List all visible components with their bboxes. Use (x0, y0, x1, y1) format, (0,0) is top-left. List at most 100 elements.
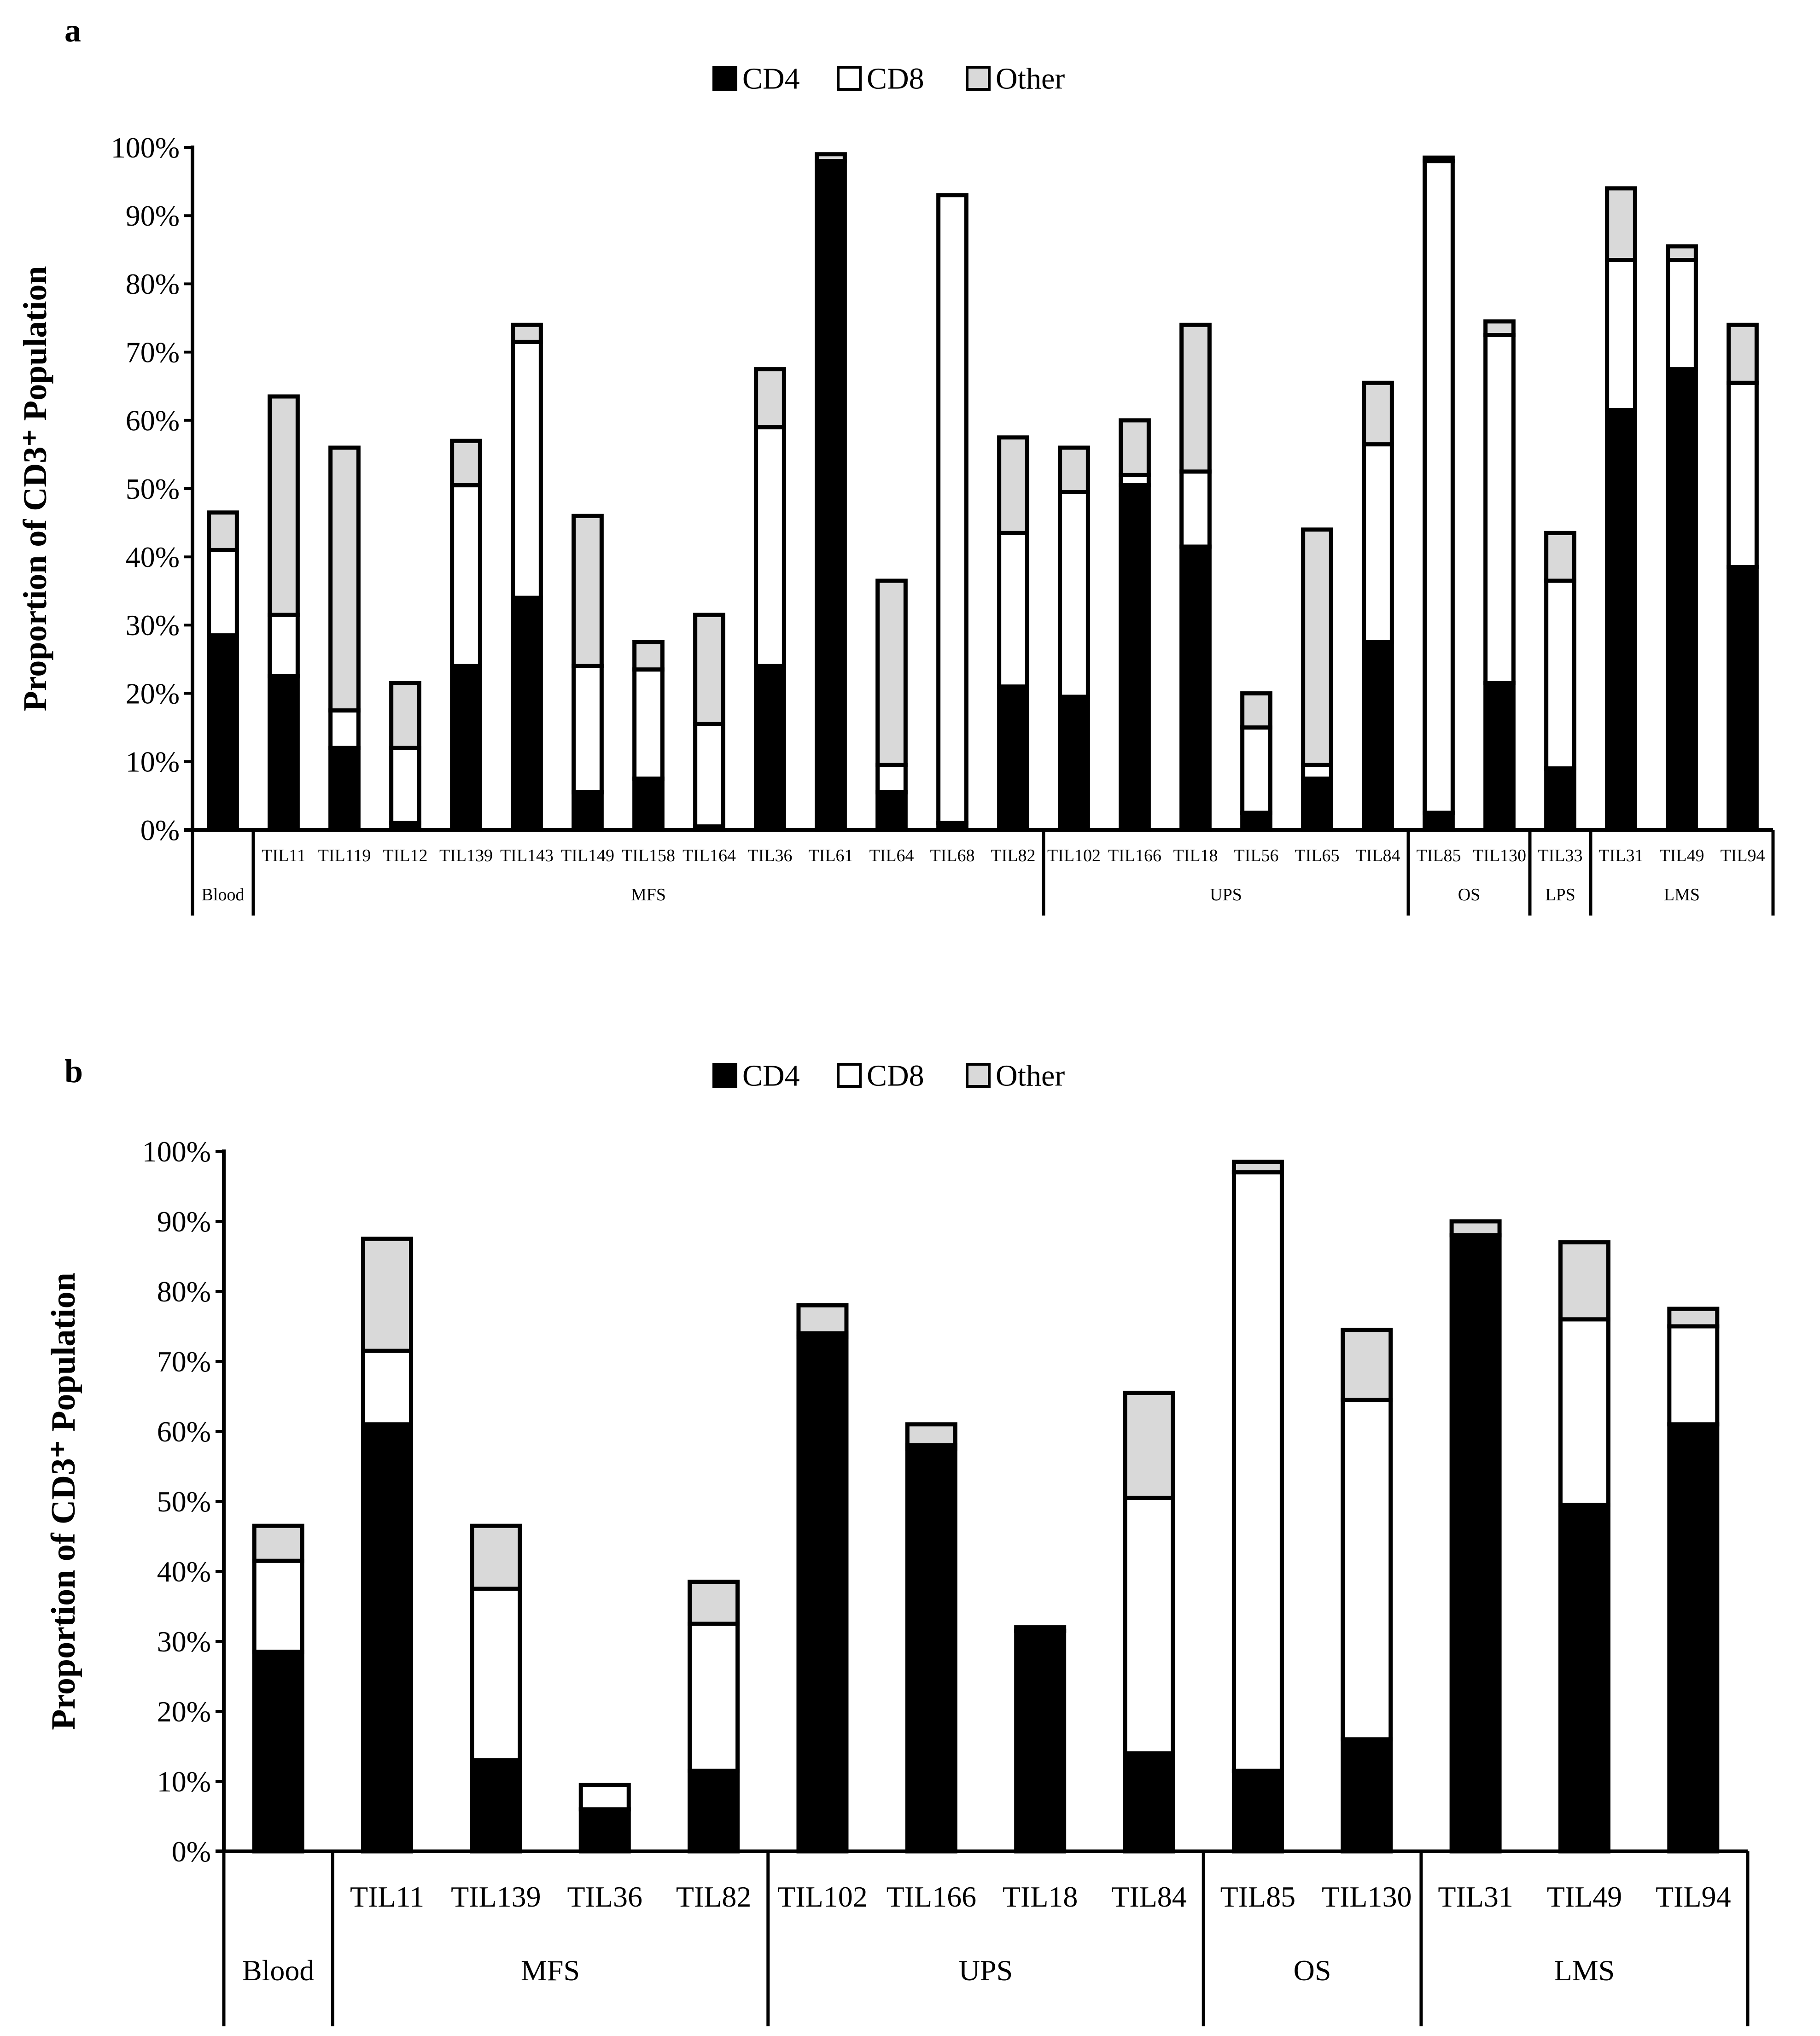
bar-cd8-til36 (754, 425, 786, 668)
bar-other-til56 (1240, 691, 1272, 730)
x-tick-label: TIL139 (451, 1880, 541, 1913)
bar-cd4-til18 (1179, 544, 1212, 832)
group-label-mfs: MFS (521, 1954, 580, 1987)
x-tick-label: TIL143 (500, 846, 554, 865)
x-tick-label: TIL12 (383, 846, 427, 865)
bar-cd4-til61 (815, 159, 847, 832)
legend-label-cd8: CD8 (867, 62, 924, 95)
bar-other-til143 (511, 322, 543, 344)
x-tick-label: TIL18 (1003, 1880, 1078, 1913)
legend: CD4 CD8 Other (712, 62, 1065, 95)
x-tick-label: TIL164 (682, 846, 736, 865)
bar-cd8-blood (207, 548, 239, 638)
y-tick-label: 90% (126, 199, 180, 232)
bar-cd4-til11 (268, 674, 300, 832)
x-groups: Blood MFS UPS OS LMS (222, 1851, 1750, 2026)
bar-cd8-til33 (1544, 578, 1576, 771)
y-axis: 0% 10% 20% 30% 40% 50% 60% 70% 80% 90% 100% (111, 131, 194, 846)
x-tick-label: TIL84 (1111, 1880, 1187, 1913)
group-label-lps: LPS (1545, 885, 1575, 904)
bar-other-til94 (1667, 1307, 1720, 1329)
bar-cd8-til158 (632, 667, 665, 781)
bar-cd8-til31 (1605, 258, 1637, 413)
bar-cd4-til130 (1341, 1737, 1393, 1854)
bar-cd4-til158 (632, 776, 665, 832)
bar-cd8-til143 (511, 339, 543, 600)
bar-cd4-til85 (1423, 811, 1455, 832)
bar-other-til119 (328, 445, 361, 713)
bar-other-blood (207, 510, 239, 552)
bar-cd8-til94 (1727, 380, 1759, 569)
bar-cd4-til11 (361, 1422, 414, 1854)
y-tick-label: 70% (126, 336, 180, 368)
y-tick-label: 30% (157, 1625, 211, 1658)
bar-cd8-til139 (470, 1587, 522, 1762)
bar-cd8-til130 (1341, 1398, 1393, 1742)
panel-a: a CD4 CD8 Other 0% 10% 20% 30% 40% 50% 60% 70% 80% 90… (17, 12, 1775, 916)
bar-cd4-til94 (1667, 1422, 1720, 1854)
bar-cd8-til149 (572, 664, 604, 794)
legend-label-other: Other (996, 1059, 1065, 1092)
y-tick-label: 40% (157, 1555, 211, 1588)
bar-cd4-til166 (905, 1447, 957, 1854)
bar-other-til18 (1179, 322, 1212, 474)
bar-other-til158 (632, 640, 665, 672)
bar-cd4-til36 (754, 664, 786, 832)
x-tick-label: TIL36 (747, 846, 792, 865)
x-tick-label: TIL85 (1220, 1880, 1296, 1913)
y-tick-label: 0% (172, 1835, 211, 1868)
legend-swatch-other (966, 1063, 991, 1088)
bar-cd8-til119 (328, 708, 361, 750)
x-tick-label: TIL11 (262, 846, 306, 865)
x-tick-label: TIL149 (561, 846, 614, 865)
bar-cd8-til82 (688, 1622, 740, 1773)
group-label-os: OS (1294, 1954, 1331, 1987)
bar-cd4-til31 (1605, 408, 1637, 832)
group-label-mfs: MFS (631, 885, 666, 904)
bar-other-til18 (1014, 1625, 1067, 1633)
bar-cd8-til82 (997, 531, 1029, 689)
bar-cd4-til49 (1666, 367, 1698, 832)
legend-label-cd8: CD8 (867, 1059, 924, 1092)
x-tick-label: TIL130 (1473, 846, 1526, 865)
y-tick-label: 70% (157, 1345, 211, 1378)
bar-cd4-til65 (1301, 776, 1333, 832)
bar-cd4-blood (207, 633, 239, 832)
bar-cd8-til56 (1240, 725, 1272, 815)
panel-label-b: b (64, 1053, 83, 1090)
bar-other-til102 (1058, 445, 1090, 494)
x-tick-label: TIL65 (1295, 846, 1339, 865)
bar-other-blood (252, 1523, 304, 1563)
x-tick-label: TIL119 (318, 846, 371, 865)
y-tick-label: 50% (126, 473, 180, 505)
bar-other-til130 (1341, 1328, 1393, 1402)
y-tick-label: 80% (157, 1275, 211, 1308)
bar-cd8-til94 (1667, 1324, 1720, 1427)
bar-cd4-til33 (1544, 766, 1576, 832)
bar-other-til61 (815, 152, 847, 163)
bar-cd8-til11 (268, 613, 300, 679)
bar-cd8-til49 (1558, 1317, 1610, 1507)
x-tick-label: TIL82 (991, 846, 1035, 865)
x-tick-label: TIL31 (1438, 1880, 1513, 1913)
bar-cd8-til84 (1123, 1495, 1175, 1756)
y-tick-label: 40% (126, 541, 180, 573)
x-tick-label: TIL158 (622, 846, 675, 865)
x-tick-label: TIL49 (1659, 846, 1704, 865)
bars: TIL11 TIL139 TIL36 TIL82 TIL102 TIL166 TIL18 TI… (252, 1160, 1731, 1913)
bar-cd4-til166 (1119, 483, 1151, 832)
y-tick-label: 50% (157, 1485, 211, 1518)
x-tick-label: TIL166 (1108, 846, 1161, 865)
bar-other-til130 (1483, 319, 1516, 338)
bar-other-til102 (796, 1303, 849, 1336)
x-groups: Blood MFS UPS OS LPS LMS (191, 830, 1775, 916)
bars: TIL11 TIL119 TIL12 TIL139 TIL143 TIL149 TIL158… (207, 152, 1765, 865)
x-tick-label: TIL166 (887, 1880, 977, 1913)
x-tick-label: TIL102 (1047, 846, 1101, 865)
x-tick-label: TIL36 (567, 1880, 643, 1913)
legend-swatch-cd8 (837, 1063, 862, 1088)
bar-other-til84 (1362, 380, 1394, 447)
bar-cd4-til56 (1240, 811, 1272, 832)
y-tick-label: 60% (126, 404, 180, 437)
y-tick-label: 10% (157, 1765, 211, 1798)
